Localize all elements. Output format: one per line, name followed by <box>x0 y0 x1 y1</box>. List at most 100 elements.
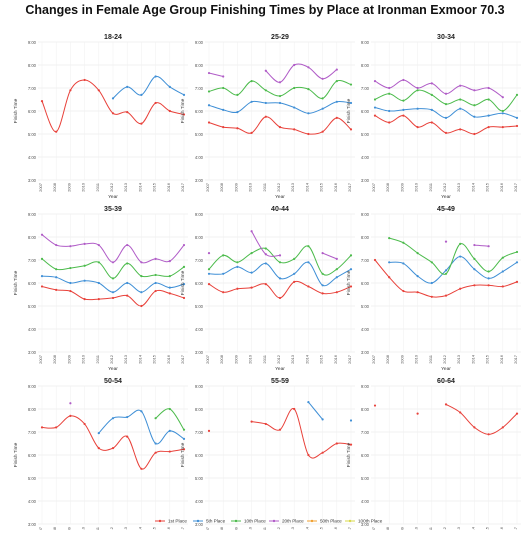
y-tick-label: 9:00 <box>195 40 204 45</box>
data-point-20th <box>97 243 100 247</box>
y-tick-label: 7:00 <box>195 430 204 435</box>
data-point-1st <box>207 429 211 432</box>
data-point-1st <box>416 291 419 294</box>
data-point-5th <box>416 107 419 110</box>
data-point-20th <box>278 81 282 84</box>
data-point-1st <box>236 287 239 290</box>
data-point-5th <box>388 261 391 264</box>
data-point-1st <box>373 404 377 407</box>
data-point-5th <box>515 116 519 119</box>
data-point-10th <box>207 90 211 93</box>
x-tick-label: 2014 <box>304 526 309 530</box>
y-tick-label: 5:00 <box>195 476 204 481</box>
data-point-1st <box>444 403 448 406</box>
legend-label: 100th Place <box>358 519 383 524</box>
x-tick-label: 2012 <box>109 182 114 192</box>
data-point-5th <box>487 114 490 117</box>
series-1st <box>207 115 353 136</box>
data-point-1st <box>373 258 377 262</box>
y-axis-label: Finish Time <box>13 442 19 467</box>
data-point-1st <box>487 126 490 129</box>
series-20th <box>373 78 504 99</box>
x-tick-label: 2015 <box>152 526 157 530</box>
series-20th <box>207 230 338 260</box>
series-1st <box>373 403 519 436</box>
series-line-20th <box>374 79 504 98</box>
x-tick-label: 2016 <box>499 354 504 364</box>
data-point-1st <box>111 112 115 115</box>
y-tick-label: 3:00 <box>195 178 204 183</box>
data-point-1st <box>168 450 171 453</box>
data-point-20th <box>321 252 324 255</box>
data-point-1st <box>293 128 296 131</box>
data-point-5th <box>444 269 448 272</box>
data-point-10th <box>222 254 225 257</box>
data-point-10th <box>307 88 310 91</box>
data-point-20th <box>250 230 253 233</box>
data-point-1st <box>140 304 143 308</box>
x-tick-label: 2010 <box>81 526 86 530</box>
data-point-10th <box>182 265 186 268</box>
y-tick-label: 9:00 <box>361 384 370 389</box>
data-point-1st <box>97 89 100 92</box>
y-tick-label: 8:00 <box>195 235 204 240</box>
data-point-1st <box>487 284 490 287</box>
data-point-20th <box>207 71 211 75</box>
data-point-5th <box>168 286 171 289</box>
data-point-1st <box>140 122 143 125</box>
x-tick-label: 2015 <box>485 182 490 192</box>
data-point-1st <box>69 289 72 293</box>
data-point-10th <box>416 252 419 255</box>
series-line-10th <box>389 237 518 275</box>
data-point-1st <box>40 285 44 288</box>
data-point-10th <box>349 83 353 86</box>
y-tick-label: 4:00 <box>28 155 37 160</box>
data-point-10th <box>402 241 405 244</box>
series-10th <box>207 80 353 100</box>
data-point-1st <box>487 433 490 436</box>
y-tick-label: 5:00 <box>28 132 37 137</box>
series-20th <box>444 240 490 248</box>
data-point-20th <box>473 89 476 92</box>
panel-title: 25-29 <box>271 34 289 41</box>
data-point-20th <box>111 261 115 264</box>
x-tick-label: 2015 <box>152 182 157 192</box>
y-tick-label: 8:00 <box>195 407 204 412</box>
data-point-10th <box>321 272 324 275</box>
data-point-5th <box>140 93 143 96</box>
data-point-20th <box>55 243 58 247</box>
data-point-10th <box>444 103 448 106</box>
data-point-1st <box>126 294 129 297</box>
x-tick-label: 2016 <box>499 526 504 530</box>
y-tick-label: 8:00 <box>361 63 370 68</box>
y-tick-label: 4:00 <box>195 327 204 332</box>
data-point-5th <box>459 107 462 110</box>
x-tick-label: 2013 <box>123 182 128 192</box>
y-tick-label: 6:00 <box>361 109 370 114</box>
x-axis-label: Year <box>441 366 451 372</box>
series-line-5th <box>389 255 518 284</box>
data-point-1st <box>40 100 44 103</box>
series-5th <box>207 261 353 287</box>
data-point-5th <box>335 100 338 103</box>
x-tick-label: 2008 <box>52 526 57 530</box>
data-point-20th <box>182 243 186 247</box>
x-tick-label: 2016 <box>499 182 504 192</box>
data-point-10th <box>69 266 72 270</box>
y-axis-label: Finish Time <box>180 270 186 295</box>
data-point-1st <box>416 126 419 129</box>
x-tick-label: 2015 <box>319 354 324 364</box>
data-point-10th <box>154 417 157 420</box>
data-point-5th <box>515 261 519 264</box>
y-tick-label: 7:00 <box>28 258 37 263</box>
data-point-1st <box>459 128 462 131</box>
data-point-20th <box>335 68 338 71</box>
x-tick-label: 2014 <box>137 354 142 364</box>
x-tick-label: 2007 <box>371 182 376 192</box>
data-point-1st <box>83 298 86 301</box>
data-point-10th <box>388 237 391 240</box>
x-tick-label: 2008 <box>385 526 390 530</box>
data-point-5th <box>69 281 72 285</box>
series-line-5th <box>308 401 323 420</box>
data-point-5th <box>278 277 282 280</box>
